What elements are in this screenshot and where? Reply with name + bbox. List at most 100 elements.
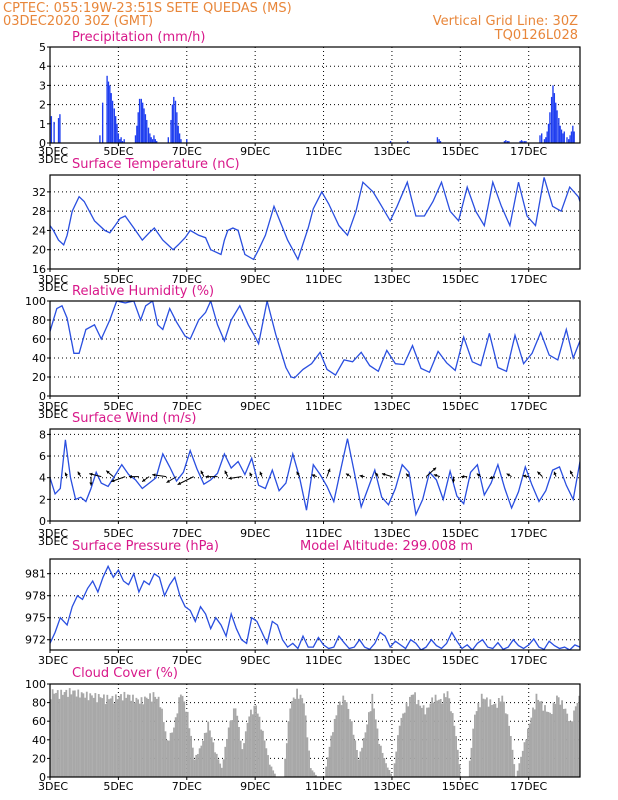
cloud-bar (407, 706, 410, 777)
cloud-bar (226, 739, 228, 777)
cloud-bar (72, 690, 75, 777)
precip-bar (558, 118, 560, 143)
cloud-bar (492, 704, 495, 777)
cloud-bar (403, 712, 406, 777)
cloud-bar (349, 719, 351, 777)
precip-bar (539, 135, 541, 143)
header-location: CPTEC: 055:19W-23:51S SETE QUEDAS (MS) (3, 1, 292, 16)
cloud-bar (91, 695, 93, 777)
precip-bar (170, 119, 172, 143)
cloud-bar (149, 693, 151, 777)
cloud-bar (103, 694, 105, 777)
cloud-bar (97, 694, 100, 777)
precip-bar (106, 75, 108, 143)
cloud-bar (51, 689, 54, 777)
cloud-bar (434, 694, 437, 777)
cloud-cover-xtick-label: 9DEC (240, 780, 270, 793)
surface-temperature-xtick-label-echo: 3DEC (38, 281, 68, 294)
precip-bar (555, 102, 557, 143)
cloud-bar (446, 691, 449, 777)
cloud-bar (272, 770, 275, 777)
cloud-bar (56, 690, 59, 777)
cloud-bar (568, 721, 570, 777)
precip-bar (113, 108, 115, 143)
cloud-bar (109, 698, 112, 777)
cloud-bar (405, 702, 408, 777)
wind-vector-head (205, 474, 209, 479)
cloud-bar (273, 773, 276, 777)
cloud-bar (550, 714, 553, 777)
cloud-bar (301, 698, 304, 777)
wind-vector-head (296, 471, 300, 476)
cloud-bar (521, 750, 524, 777)
cloud-bar (402, 713, 404, 777)
cloud-bar (140, 697, 143, 777)
cloud-bar (75, 696, 78, 777)
cloud-bar (270, 766, 273, 777)
precip-bar (176, 112, 178, 143)
cloud-bar (455, 736, 457, 777)
cloud-bar (432, 702, 435, 777)
cloud-bar (84, 697, 86, 777)
cloud-bar (448, 698, 451, 777)
wind-vector-head (142, 478, 146, 482)
cloud-bar (63, 692, 66, 777)
cloud-bar (125, 697, 128, 777)
wind-vector-head (461, 474, 465, 479)
wind-vector-head (406, 473, 410, 477)
surface-pressure-xtick-label: 15DEC (442, 654, 479, 667)
precip-bar (134, 135, 137, 143)
precip-bar (136, 125, 138, 143)
cloud-bar (504, 713, 507, 777)
cloud-bar (67, 696, 69, 777)
precip-bar (141, 102, 144, 143)
cloud-bar (268, 764, 271, 777)
cloud-bar (390, 773, 393, 777)
cloud-bar (133, 702, 136, 777)
wind-vector-head (200, 470, 204, 475)
cloud-bar (159, 707, 162, 777)
cloud-bar (347, 708, 350, 777)
cloud-bar (55, 692, 57, 777)
relative-humidity-ytick-label: 0 (39, 390, 46, 403)
cloud-bar (262, 730, 264, 777)
cloud-bar (156, 698, 158, 777)
surface-temperature-ytick-label: 20 (32, 244, 46, 257)
cloud-bar (482, 698, 485, 777)
cloud-bar (525, 739, 528, 777)
cloud-bar (527, 728, 529, 777)
precip-bar (570, 131, 573, 143)
cloud-bar (101, 698, 104, 777)
wind-vector-head (381, 472, 386, 477)
surface-pressure-data (50, 564, 580, 650)
precip-bar (156, 141, 158, 143)
cloud-cover-xtick-label: 3DEC (38, 780, 68, 793)
cloud-bar (484, 699, 487, 777)
cloud-bar (540, 700, 543, 777)
cloud-bar (291, 700, 293, 777)
cloud-bar (311, 770, 314, 777)
cloud-bar (144, 696, 146, 777)
cloud-bar (436, 700, 439, 777)
cloud-bar (243, 743, 245, 777)
wind-vector-head (345, 473, 350, 477)
relative-humidity-title: Relative Humidity (%) (72, 284, 214, 299)
cloud-bar (419, 705, 422, 777)
surface-temperature-ytick-label: 32 (32, 186, 46, 199)
surface-temperature-xtick-label: 13DEC (373, 273, 410, 286)
cloud-bar (174, 717, 177, 777)
surface-pressure-xtick-label: 7DEC (172, 654, 202, 667)
cloud-bar (443, 693, 446, 777)
precip-bar (508, 141, 510, 143)
relative-humidity-xtick-label: 9DEC (240, 400, 270, 413)
precipitation-xtick-label: 17DEC (510, 145, 547, 158)
cloud-bar (193, 759, 196, 777)
surface-temperature-data (50, 177, 580, 262)
cloud-bar (186, 711, 189, 777)
wind-vector-head (249, 472, 253, 477)
cloud-bar (337, 704, 340, 777)
precipitation-ytick-label: 1 (39, 118, 46, 131)
